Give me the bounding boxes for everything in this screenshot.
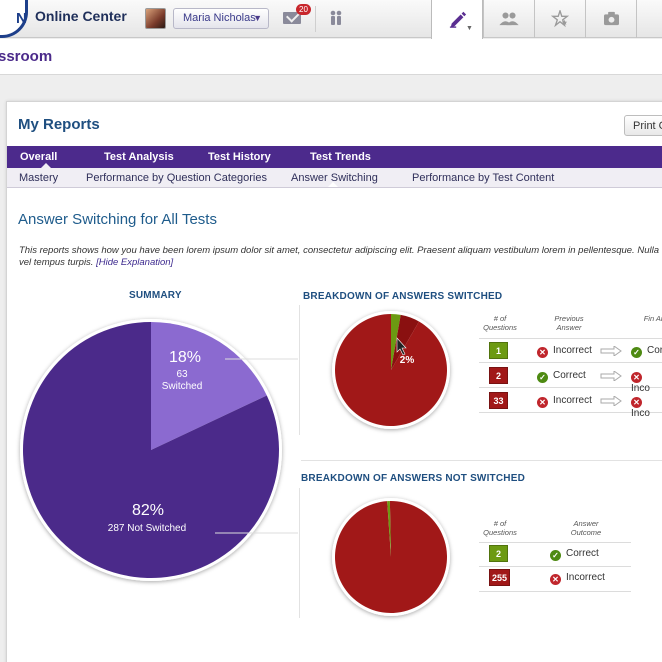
outcome-text: Incorrect xyxy=(566,572,605,583)
not-switched-row-outcome: ✕ Incorrect xyxy=(550,572,605,585)
subtab-answer-switching[interactable]: Answer Switching xyxy=(291,172,378,184)
column-header-questions: # of Questions xyxy=(483,314,517,332)
column-header-previous: Previous Answer xyxy=(554,314,584,332)
divider xyxy=(315,6,316,32)
stars-icon xyxy=(551,10,569,28)
tab-tests[interactable]: ▼ xyxy=(431,0,483,40)
group-icon xyxy=(499,12,519,26)
switched-row-count: 1 xyxy=(489,342,508,359)
arrow-right-icon xyxy=(600,346,622,356)
divider xyxy=(299,488,300,618)
tab-achievements[interactable] xyxy=(534,0,585,38)
subtab-test-content[interactable]: Performance by Test Content xyxy=(412,172,555,184)
switched-row-previous: ✕ Incorrect xyxy=(537,395,592,408)
chevron-down-icon: ▼ xyxy=(466,25,473,32)
row-divider xyxy=(479,338,662,339)
divider xyxy=(299,305,300,435)
chevron-down-icon: ▼ xyxy=(253,13,262,23)
switched-row-final: ✕Inco xyxy=(631,370,662,394)
top-bar: N Online Center Maria Nicholas ▼ 20 ▼ xyxy=(0,0,662,40)
report-explanation: This reports shows how you have been lor… xyxy=(19,245,659,269)
mail-icon[interactable] xyxy=(283,12,301,24)
switched-row-count: 33 xyxy=(489,392,508,409)
divider xyxy=(301,460,662,461)
column-header-final: Fin Answ xyxy=(643,314,662,323)
panel-title: My Reports xyxy=(18,116,100,133)
report-title: Answer Switching for All Tests xyxy=(18,211,217,228)
incorrect-icon: ✕ xyxy=(550,574,561,585)
switched-row-previous: ✓ Correct xyxy=(537,370,586,383)
summary-label: SUMMARY xyxy=(129,290,182,301)
tab-media[interactable] xyxy=(585,0,636,38)
column-header-outcome: Answer Outcome xyxy=(570,519,602,537)
final-text: Cor xyxy=(647,345,662,356)
switched-row-final: ✓ Cor xyxy=(631,345,662,358)
logo-text: N xyxy=(16,10,27,27)
tab-test-history[interactable]: Test History xyxy=(208,151,271,163)
incorrect-icon: ✕ xyxy=(537,397,548,408)
previous-text: Correct xyxy=(553,370,586,381)
tab-groups[interactable] xyxy=(483,0,534,38)
hide-explanation-link[interactable]: [Hide Explanation] xyxy=(96,257,174,268)
section-header: ssroom xyxy=(0,39,662,75)
not-switched-row-count: 255 xyxy=(489,569,510,586)
row-divider xyxy=(479,566,631,567)
tab-more[interactable] xyxy=(636,0,662,38)
correct-icon: ✓ xyxy=(537,372,548,383)
pencil-icon xyxy=(449,11,467,28)
incorrect-icon: ✕ xyxy=(631,372,642,383)
switched-row-count: 2 xyxy=(489,367,508,384)
switched-label: BREAKDOWN OF ANSWERS SWITCHED xyxy=(303,291,503,302)
subtab-mastery[interactable]: Mastery xyxy=(19,172,59,184)
row-divider xyxy=(479,591,631,592)
active-subtab-indicator xyxy=(328,182,338,187)
arrow-right-icon xyxy=(600,371,622,381)
outcome-text: Correct xyxy=(566,548,599,559)
previous-text: Incorrect xyxy=(553,395,592,406)
active-tab-indicator xyxy=(41,163,51,168)
tab-overall[interactable]: Overall xyxy=(20,151,58,163)
camera-icon xyxy=(604,11,619,26)
correct-icon: ✓ xyxy=(550,550,561,561)
final-text: Inco xyxy=(631,383,650,394)
previous-text: Incorrect xyxy=(553,345,592,356)
subtab-question-categories[interactable]: Performance by Question Categories xyxy=(86,172,267,184)
column-header-questions: # of Questions xyxy=(483,519,517,537)
not-switched-row-count: 2 xyxy=(489,545,508,562)
explanation-text: This reports shows how you have been lor… xyxy=(19,245,659,268)
avatar[interactable] xyxy=(145,8,166,29)
main-tabs: Overall Test Analysis Test History Test … xyxy=(7,146,662,168)
not-switched-label: BREAKDOWN OF ANSWERS NOT SWITCHED xyxy=(301,473,525,484)
print-button[interactable]: Print C xyxy=(624,115,662,136)
page-title: ssroom xyxy=(0,48,53,65)
people-icon[interactable] xyxy=(328,10,344,26)
switched-row-final: ✕Inco xyxy=(631,395,662,419)
app-name: Online Center xyxy=(35,8,127,24)
mail-count-badge: 20 xyxy=(296,4,311,15)
incorrect-icon: ✕ xyxy=(537,347,548,358)
row-divider xyxy=(479,542,631,543)
row-divider xyxy=(479,362,662,363)
reports-panel: My Reports Print C Overall Test Analysis… xyxy=(6,101,662,662)
row-divider xyxy=(479,412,662,413)
user-name: Maria Nicholas xyxy=(183,12,256,24)
final-text: Inco xyxy=(631,408,650,419)
tab-test-analysis[interactable]: Test Analysis xyxy=(104,151,174,163)
user-menu-select[interactable]: Maria Nicholas ▼ xyxy=(173,8,269,29)
tab-test-trends[interactable]: Test Trends xyxy=(310,151,371,163)
incorrect-icon: ✕ xyxy=(631,397,642,408)
row-divider xyxy=(479,387,662,388)
sub-tabs: Mastery Performance by Question Categori… xyxy=(7,168,662,188)
arrow-right-icon xyxy=(600,396,622,406)
switched-row-previous: ✕ Incorrect xyxy=(537,345,592,358)
correct-icon: ✓ xyxy=(631,347,642,358)
not-switched-row-outcome: ✓ Correct xyxy=(550,548,599,561)
